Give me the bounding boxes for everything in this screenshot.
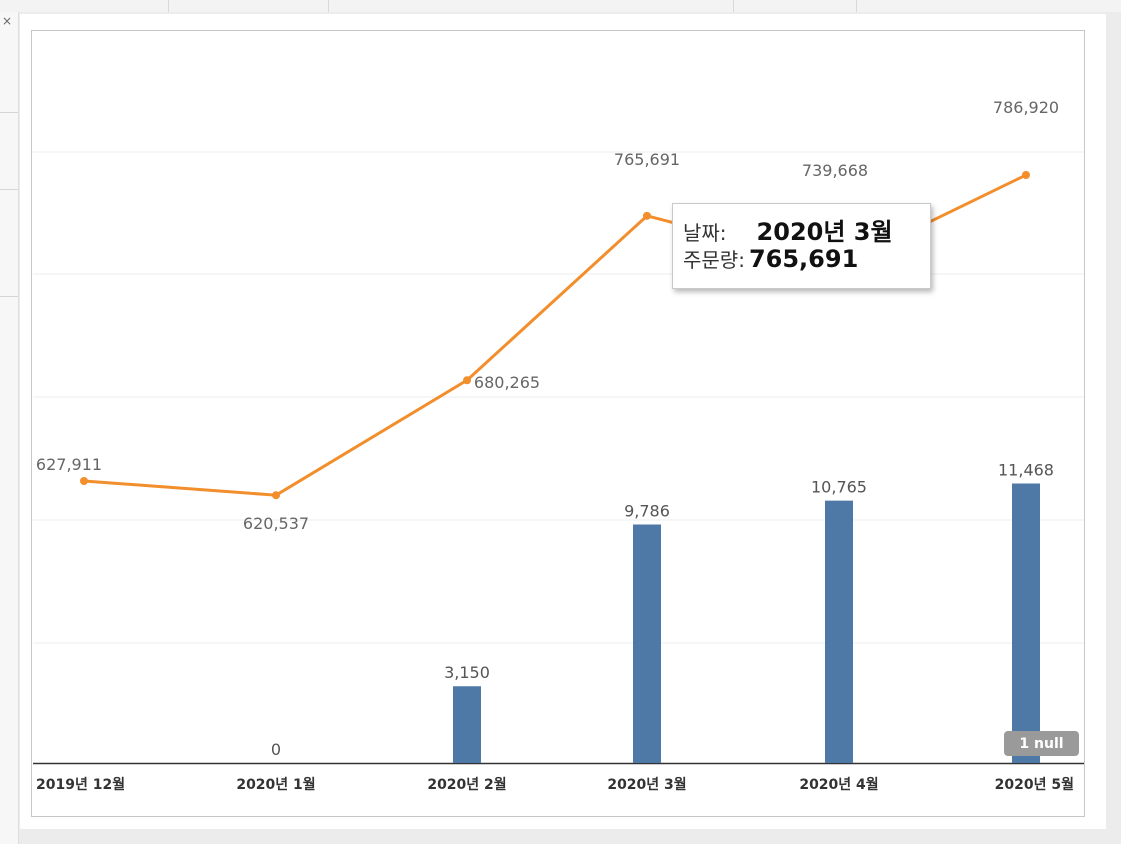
x-tick-label: 2020년 3월 <box>607 776 686 793</box>
line-point <box>463 376 471 385</box>
x-tick-label: 2020년 4월 <box>799 776 878 793</box>
bar-value-label: 3,150 <box>444 663 490 682</box>
line-value-label: 739,668 <box>802 161 868 180</box>
line-value-label: 620,537 <box>243 514 309 533</box>
bar <box>633 524 661 763</box>
x-tick-label: 2020년 1월 <box>236 776 315 793</box>
toolbar-divider <box>328 0 329 12</box>
line-point <box>80 477 88 485</box>
close-icon[interactable]: × <box>2 14 13 28</box>
line-value-label: 765,691 <box>614 150 680 169</box>
null-indicator-badge[interactable]: 1 null <box>1004 731 1079 756</box>
line-value-label: 786,920 <box>993 98 1059 117</box>
line-point <box>643 211 651 220</box>
bar-value-label: 9,786 <box>624 501 670 520</box>
x-tick-label: 2020년 5월 <box>995 776 1074 793</box>
toolbar-divider <box>856 0 857 12</box>
line-point <box>1022 171 1030 179</box>
tooltip-date-value: 2020년 3월 <box>756 218 893 246</box>
plot-frame <box>31 30 1085 817</box>
tooltip-qty-value: 765,691 <box>748 245 859 273</box>
line-point <box>272 491 280 500</box>
left-side-strip <box>0 12 19 844</box>
line-value-label: 680,265 <box>474 373 540 392</box>
side-divider <box>0 296 18 297</box>
toolbar-divider <box>733 0 734 12</box>
bar-value-label: 11,468 <box>998 461 1054 480</box>
x-tick-label: 2020년 2월 <box>427 776 506 793</box>
bar-value-label: 10,765 <box>811 478 867 497</box>
chart-panel <box>20 14 1106 829</box>
side-divider <box>0 189 18 190</box>
bar-value-label: 0 <box>271 740 281 759</box>
top-toolbar-strip <box>0 0 1121 12</box>
tooltip: 날짜: 2020년 3월 주문량: 765,691 <box>672 203 931 289</box>
bar <box>453 686 481 763</box>
side-divider <box>0 112 18 113</box>
x-tick-label: 2019년 12월 <box>36 776 125 793</box>
tooltip-date-label: 날짜: <box>683 221 727 245</box>
bar <box>825 500 853 763</box>
tooltip-qty-label: 주문량: <box>683 248 745 272</box>
bar <box>1012 483 1040 763</box>
toolbar-divider <box>168 0 169 12</box>
line-value-label: 627,911 <box>36 455 102 474</box>
